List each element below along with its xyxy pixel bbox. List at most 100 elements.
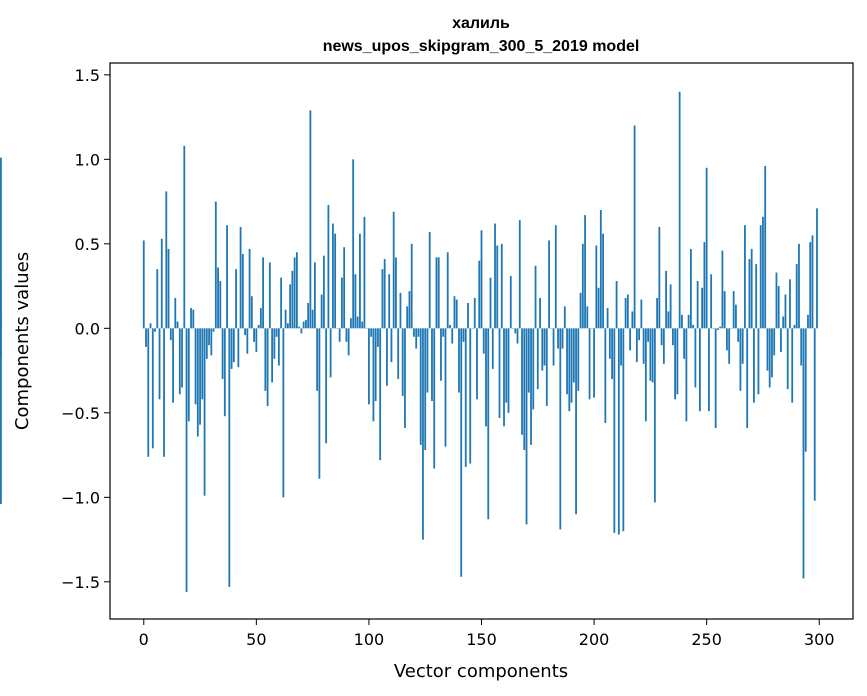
bar-component-147 [473, 297, 476, 329]
bar-component-78 [318, 328, 321, 479]
bar-component-60 [277, 328, 280, 366]
bar-component-133 [442, 328, 445, 337]
bar-component-159 [500, 243, 503, 329]
bar-component-88 [341, 277, 343, 329]
bar-component-8 [160, 238, 163, 329]
bar-component-154 [489, 277, 492, 329]
bar-component-281 [775, 272, 778, 329]
bar-component-83 [329, 328, 332, 378]
bar-component-235 [671, 328, 674, 346]
bar-component-256 [719, 326, 722, 329]
bar-component-71 [302, 321, 305, 329]
bar-component-297 [811, 235, 814, 329]
bar-component-206 [606, 308, 609, 329]
bar-component-193 [577, 328, 580, 391]
bar-component-278 [768, 328, 771, 388]
bar-component-214 [624, 297, 627, 329]
bar-component-137 [451, 328, 454, 344]
bar-component-276 [764, 166, 767, 329]
bar-component-148 [476, 328, 478, 400]
y-tick-label: 0.5 [75, 235, 100, 254]
bar-component-114 [399, 292, 402, 329]
bars-layer [0, 91, 818, 592]
bar-component-12 [169, 328, 172, 341]
y-axis-label: Components values [12, 252, 33, 430]
bar-component-217 [631, 311, 634, 329]
bar-component-284 [782, 316, 785, 329]
bar-component-2 [147, 328, 150, 457]
bar-component-79 [320, 294, 323, 329]
bar-component-36 [223, 328, 226, 417]
bar-component-73 [307, 302, 310, 329]
bar-component-121 [415, 328, 418, 349]
bar-component-296 [809, 242, 812, 329]
bar-component-169 [523, 328, 526, 451]
bar-component-46 [246, 328, 249, 354]
bar-component-273 [757, 328, 760, 395]
bar-component-202 [597, 287, 600, 329]
bar-component-undefined [0, 328, 2, 505]
bar-component-183 [554, 225, 557, 329]
bar-component-264 [737, 328, 740, 342]
bar-component-216 [629, 328, 631, 351]
bar-component-135 [446, 252, 449, 329]
bar-component-130 [435, 257, 438, 329]
bar-component-291 [798, 243, 800, 329]
bar-component-269 [748, 259, 751, 329]
bar-component-160 [503, 328, 505, 427]
bar-component-213 [622, 328, 625, 532]
bar-component-77 [316, 328, 319, 391]
bar-component-76 [313, 262, 316, 329]
bar-component-255 [717, 328, 719, 331]
bar-component-109 [388, 274, 391, 329]
bar-component-231 [662, 328, 665, 364]
bar-component-89 [343, 247, 346, 329]
bar-component-40 [232, 328, 235, 363]
bar-component-240 [683, 328, 686, 359]
bar-component-49 [253, 328, 255, 342]
bar-component-266 [741, 328, 744, 364]
bar-component-237 [676, 328, 679, 395]
bar-component-128 [431, 328, 433, 401]
bar-component-53 [262, 257, 264, 329]
y-axis-ticks: −1.5 −1.0 −0.5 0.0 0.5 1.0 1.5 [61, 66, 110, 592]
bar-component-277 [766, 328, 769, 371]
bar-component-267 [744, 225, 746, 329]
bar-component-20 [187, 328, 190, 422]
bar-component-undefined [0, 157, 2, 329]
bar-component-64 [286, 323, 289, 329]
bar-component-268 [746, 328, 749, 429]
bar-component-145 [469, 328, 472, 464]
bar-component-93 [352, 159, 355, 329]
bar-component-18 [183, 145, 186, 329]
y-tick-label: −1.5 [61, 573, 100, 592]
bar-component-97 [361, 321, 364, 329]
bar-component-84 [332, 223, 334, 329]
bar-component-157 [496, 245, 499, 329]
bar-component-119 [410, 243, 413, 329]
x-tick-label: 0 [139, 630, 149, 649]
bar-component-152 [485, 328, 487, 427]
bar-component-285 [784, 294, 787, 329]
bar-component-42 [237, 328, 240, 368]
bar-component-245 [694, 328, 697, 388]
bar-component-51 [257, 324, 260, 329]
bar-component-247 [699, 328, 701, 412]
bar-component-22 [192, 309, 195, 329]
bar-component-192 [575, 328, 577, 515]
bar-component-14 [174, 297, 177, 329]
bar-component-172 [530, 328, 532, 445]
bar-component-59 [275, 328, 278, 337]
y-tick-label: −1.0 [61, 488, 100, 507]
bar-component-168 [521, 328, 523, 435]
bar-component-171 [527, 328, 530, 393]
bar-component-10 [165, 191, 168, 329]
bar-component-176 [539, 297, 541, 329]
bar-component-288 [791, 328, 794, 403]
bar-component-56 [268, 262, 271, 329]
bar-component-57 [271, 328, 274, 383]
bar-component-66 [291, 270, 294, 329]
bar-component-252 [710, 274, 713, 329]
bar-component-122 [417, 328, 420, 337]
bar-component-127 [428, 232, 431, 329]
